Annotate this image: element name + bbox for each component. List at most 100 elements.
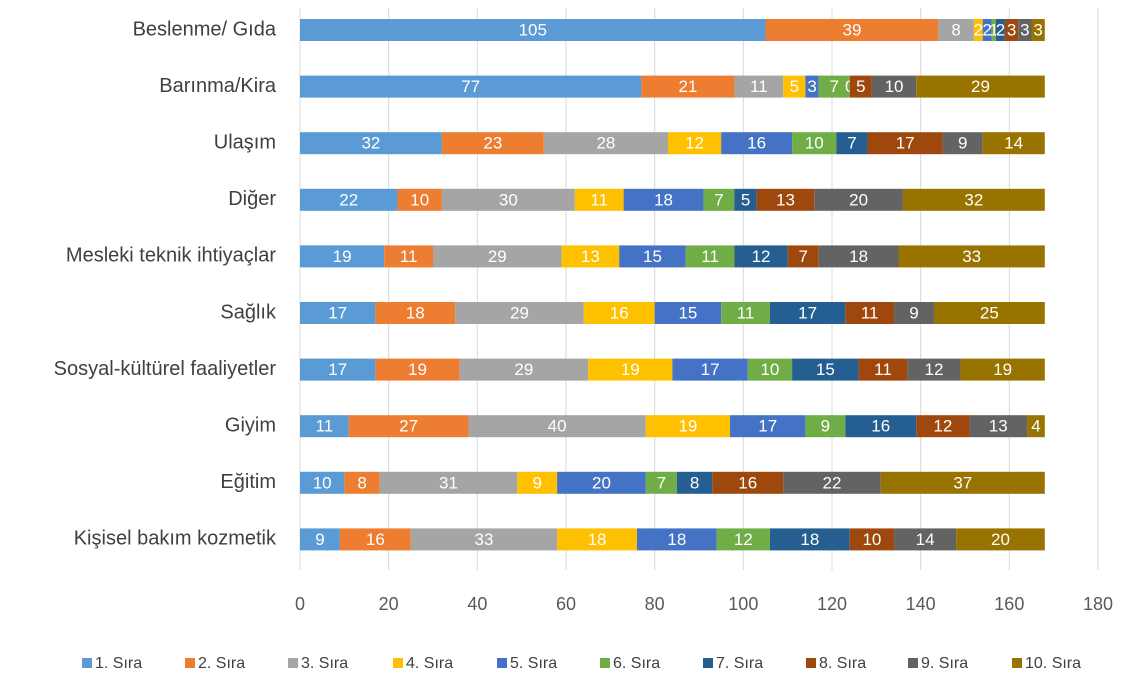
legend-swatch [288, 658, 298, 668]
bar-segment [433, 245, 562, 268]
bar-segment [543, 132, 668, 155]
legend-swatch [185, 658, 195, 668]
data-label: 3 [1007, 20, 1016, 39]
bar-segment [712, 471, 784, 494]
data-label: 10 [313, 473, 332, 492]
data-label: 29 [514, 360, 533, 379]
bar-segment [818, 245, 899, 268]
bar-segment [459, 358, 589, 381]
bar-segment [685, 245, 735, 268]
data-label: 28 [596, 134, 615, 153]
bar-segment [792, 358, 859, 381]
bar-segment [849, 75, 872, 98]
x-tick-label: 80 [645, 594, 665, 614]
data-label: 19 [678, 417, 697, 436]
data-label: 8 [690, 473, 699, 492]
bar-segment [300, 358, 376, 381]
bar-segment [676, 471, 713, 494]
data-label: 7 [829, 77, 838, 96]
data-label: 7 [847, 134, 856, 153]
data-label: 22 [823, 473, 842, 492]
bar-segment [583, 302, 655, 324]
bar-segment [636, 528, 717, 551]
bar-segment [849, 528, 895, 551]
data-label: 11 [701, 247, 719, 266]
data-label: 77 [461, 77, 480, 96]
data-label: 27 [399, 417, 418, 436]
data-label: 2 [982, 20, 991, 39]
bar-segment [300, 19, 766, 41]
data-label: 9 [909, 303, 918, 322]
data-label: 18 [849, 247, 868, 266]
data-label: 1 [989, 20, 998, 39]
bar-segment [1027, 415, 1045, 438]
data-label: 5 [790, 77, 799, 96]
data-label: 10 [805, 134, 824, 153]
category-label: Sağlık [220, 301, 277, 323]
data-label: 33 [475, 530, 494, 549]
data-label: 19 [621, 360, 640, 379]
data-label: 14 [916, 530, 935, 549]
x-tick-label: 0 [295, 594, 305, 614]
bar-segment [441, 188, 575, 211]
bar-segment [787, 245, 819, 268]
bar-segment [792, 132, 837, 155]
bar-segment [973, 19, 983, 41]
data-label: 37 [953, 473, 972, 492]
bar-segment [805, 415, 846, 438]
category-label: Kişisel bakım kozmetik [74, 528, 277, 550]
data-label: 10 [760, 360, 779, 379]
category-label: Barınma/Kira [159, 75, 277, 97]
data-label: 9 [532, 473, 541, 492]
bar-segment [557, 471, 646, 494]
data-label: 10 [410, 190, 429, 209]
bar-segment [410, 528, 558, 551]
bar-segment [783, 75, 806, 98]
bar-segment [894, 302, 934, 324]
data-label: 17 [328, 360, 347, 379]
bar-segment [468, 415, 646, 438]
data-label: 13 [581, 247, 600, 266]
bar-segment [716, 528, 770, 551]
bar-segment [672, 358, 748, 381]
bar-segment [344, 471, 380, 494]
legend-swatch [82, 658, 92, 668]
bar-segment [379, 471, 518, 494]
data-label: 16 [738, 473, 757, 492]
legend-swatch [703, 658, 713, 668]
bar-segment [867, 132, 943, 155]
bar-segment [982, 132, 1045, 155]
data-label: 3 [1020, 20, 1029, 39]
data-label: 16 [610, 303, 629, 322]
category-label: Diğer [228, 188, 276, 210]
bar-segment [645, 471, 677, 494]
legend-label: 4. Sıra [406, 655, 453, 672]
bar-segment [956, 528, 1045, 551]
data-label: 4 [1031, 417, 1040, 436]
data-label: 11 [861, 303, 879, 322]
data-label: 40 [548, 417, 567, 436]
bar-segment [783, 471, 881, 494]
data-label: 9 [315, 530, 324, 549]
data-label: 7 [714, 190, 723, 209]
data-label: 19 [993, 360, 1012, 379]
bar-segment [845, 302, 895, 324]
data-label: 3 [1033, 20, 1042, 39]
data-label: 9 [821, 417, 830, 436]
data-label: 3 [807, 77, 816, 96]
bar-segment [557, 528, 637, 551]
data-label: 18 [654, 190, 673, 209]
bar-segment [818, 75, 850, 98]
x-tick-label: 60 [556, 594, 576, 614]
data-label: 7 [657, 473, 666, 492]
data-label: 19 [333, 247, 352, 266]
bar-segment [703, 188, 735, 211]
bar-segment [300, 415, 349, 438]
bar-segment [455, 302, 584, 324]
data-label: 23 [483, 134, 502, 153]
legend-label: 5. Sıra [510, 655, 557, 672]
data-label: 20 [592, 473, 611, 492]
bar-segment [747, 358, 793, 381]
bar-segment [641, 75, 735, 98]
legend-swatch [1012, 658, 1022, 668]
